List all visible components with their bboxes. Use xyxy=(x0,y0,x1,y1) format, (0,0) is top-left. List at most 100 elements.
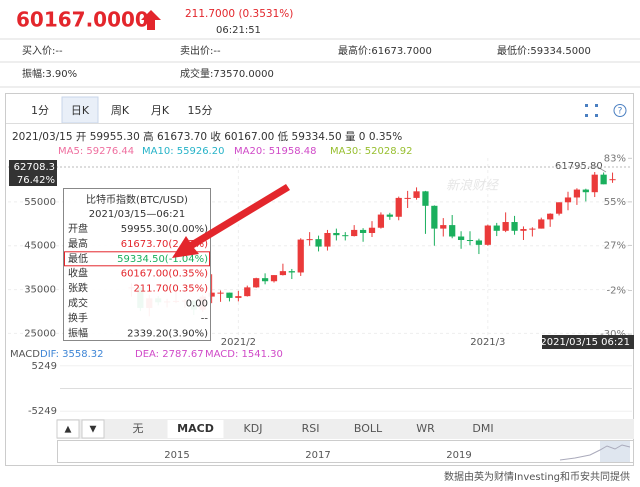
y2-tick-label: 55% xyxy=(604,197,626,208)
indicator-tab[interactable]: BOLL xyxy=(354,422,383,435)
macd-legend: DIF: 3558.32 xyxy=(40,349,104,360)
scroll-down-glyph: ▼ xyxy=(90,425,97,435)
crosshair-date-box xyxy=(542,335,634,349)
x-tick-label: 2021/3 xyxy=(470,337,505,348)
expand-icon[interactable] xyxy=(585,104,598,117)
macd-tick-label: 5249 xyxy=(32,361,57,372)
candle-body xyxy=(306,239,313,241)
candle-body xyxy=(377,214,385,228)
ma-legend: MA20: 51958.48 xyxy=(234,146,316,157)
indicator-tab[interactable]: WR xyxy=(416,422,435,435)
indicator-tab[interactable]: RSI xyxy=(302,422,320,435)
candle-body xyxy=(342,235,349,237)
macd-legend: MACD: 1541.30 xyxy=(205,349,283,360)
candle-body xyxy=(431,205,438,229)
period-tab[interactable]: 15分 xyxy=(188,104,213,117)
navigator-trace xyxy=(559,444,631,461)
quote-time: 06:21:51 xyxy=(216,25,261,36)
candle-body xyxy=(422,191,429,206)
scroll-up-button[interactable] xyxy=(56,419,80,439)
navigator[interactable] xyxy=(57,440,634,463)
tooltip xyxy=(63,188,211,341)
tooltip-title: 比特币指数(BTC/USD) xyxy=(86,193,188,206)
navigator-window[interactable] xyxy=(600,441,630,462)
candle-body xyxy=(538,219,545,229)
watermark: 新浪财经 xyxy=(446,178,500,194)
ma-legend: MA10: 55926.20 xyxy=(142,146,224,157)
crosshair-box xyxy=(9,160,57,186)
navigator-year: 2019 xyxy=(446,450,471,461)
candle-body xyxy=(547,213,554,220)
period-tab[interactable]: 1分 xyxy=(31,104,49,117)
candle-body xyxy=(475,240,483,245)
candle-body xyxy=(600,174,607,185)
scroll-down-button[interactable] xyxy=(81,419,105,439)
navigator-year: 2015 xyxy=(164,450,189,461)
candle-body xyxy=(555,202,563,214)
up-arrow-icon xyxy=(141,10,161,30)
crosshair-price: 62708.3 xyxy=(14,162,55,173)
y2-tick-label: 27% xyxy=(604,240,626,251)
candle-body xyxy=(351,229,358,237)
candle-body xyxy=(208,292,215,297)
tooltip-value: 61673.70(2.87%) xyxy=(121,239,208,250)
indicator-tab[interactable]: MACD xyxy=(177,422,214,435)
tooltip-label: 成交 xyxy=(68,297,88,310)
candle-body xyxy=(609,179,616,181)
candle-body xyxy=(386,214,393,217)
ask: 卖出价:-- xyxy=(180,44,221,57)
navigator-year: 2017 xyxy=(305,450,330,461)
candle-body xyxy=(368,227,376,233)
annotation-arrow xyxy=(172,184,290,258)
macd-tick-label: -5249 xyxy=(28,406,57,417)
last-price: 60167.0000 xyxy=(16,8,149,32)
candle-body xyxy=(253,278,260,288)
tooltip-label: 振幅 xyxy=(68,326,88,339)
candle-body xyxy=(582,189,589,193)
candle-body xyxy=(279,271,287,276)
help-icon-glyph: ? xyxy=(618,107,623,117)
indicator-tab[interactable]: DMI xyxy=(472,422,493,435)
candle-body xyxy=(440,225,447,229)
tooltip-value: 60167.00(0.35%) xyxy=(121,269,208,280)
indicator-tab[interactable]: 无 xyxy=(133,422,144,435)
tooltip-value: -- xyxy=(201,313,209,324)
tooltip-value: 0.00 xyxy=(186,299,208,310)
candle-body xyxy=(270,275,278,282)
amplitude: 振幅:3.90% xyxy=(22,67,77,80)
y2-tick-label: -30% xyxy=(600,329,626,340)
tooltip-highlight xyxy=(64,251,210,267)
candle-body xyxy=(297,239,304,273)
indicator-selected-bg xyxy=(167,420,224,438)
candle-body xyxy=(529,228,536,230)
candle-body xyxy=(226,292,233,298)
candle-body xyxy=(520,229,527,231)
candle-body xyxy=(404,197,411,199)
period-tab[interactable]: 日K xyxy=(71,104,90,117)
candle-body xyxy=(333,232,340,236)
footer: 数据由英为财情Investing和币安共同提供 xyxy=(444,470,630,483)
tooltip-value: 211.70(0.35%) xyxy=(133,284,208,295)
x-tick-label: 2021/2 xyxy=(221,337,256,348)
period-tab[interactable]: 周K xyxy=(111,104,130,117)
period-tab[interactable]: 月K xyxy=(151,104,170,117)
ohlc-info: 2021/03/15 开 59955.30 高 61673.70 收 60167… xyxy=(12,130,402,143)
x-tick-label: 2021/03/15 06:21 xyxy=(540,337,630,348)
macd-legend: MACD xyxy=(10,349,40,360)
bid: 买入价:-- xyxy=(22,45,63,57)
candle-body xyxy=(315,239,322,247)
indicator-tab[interactable]: KDJ xyxy=(244,422,263,435)
candle-body xyxy=(493,225,500,231)
help-icon[interactable] xyxy=(613,104,627,117)
candle-body xyxy=(288,271,295,273)
price-change: 211.7000 (0.3531%) xyxy=(185,8,293,20)
candle-body xyxy=(395,197,402,217)
scroll-up-glyph: ▲ xyxy=(65,425,72,435)
candle-body xyxy=(573,189,581,198)
y2-tick-label: -2% xyxy=(607,286,626,297)
tooltip-time: 2021/03/15—06:21 xyxy=(89,209,185,220)
candle-body xyxy=(413,191,420,198)
tooltip-label: 收盘 xyxy=(68,267,88,280)
